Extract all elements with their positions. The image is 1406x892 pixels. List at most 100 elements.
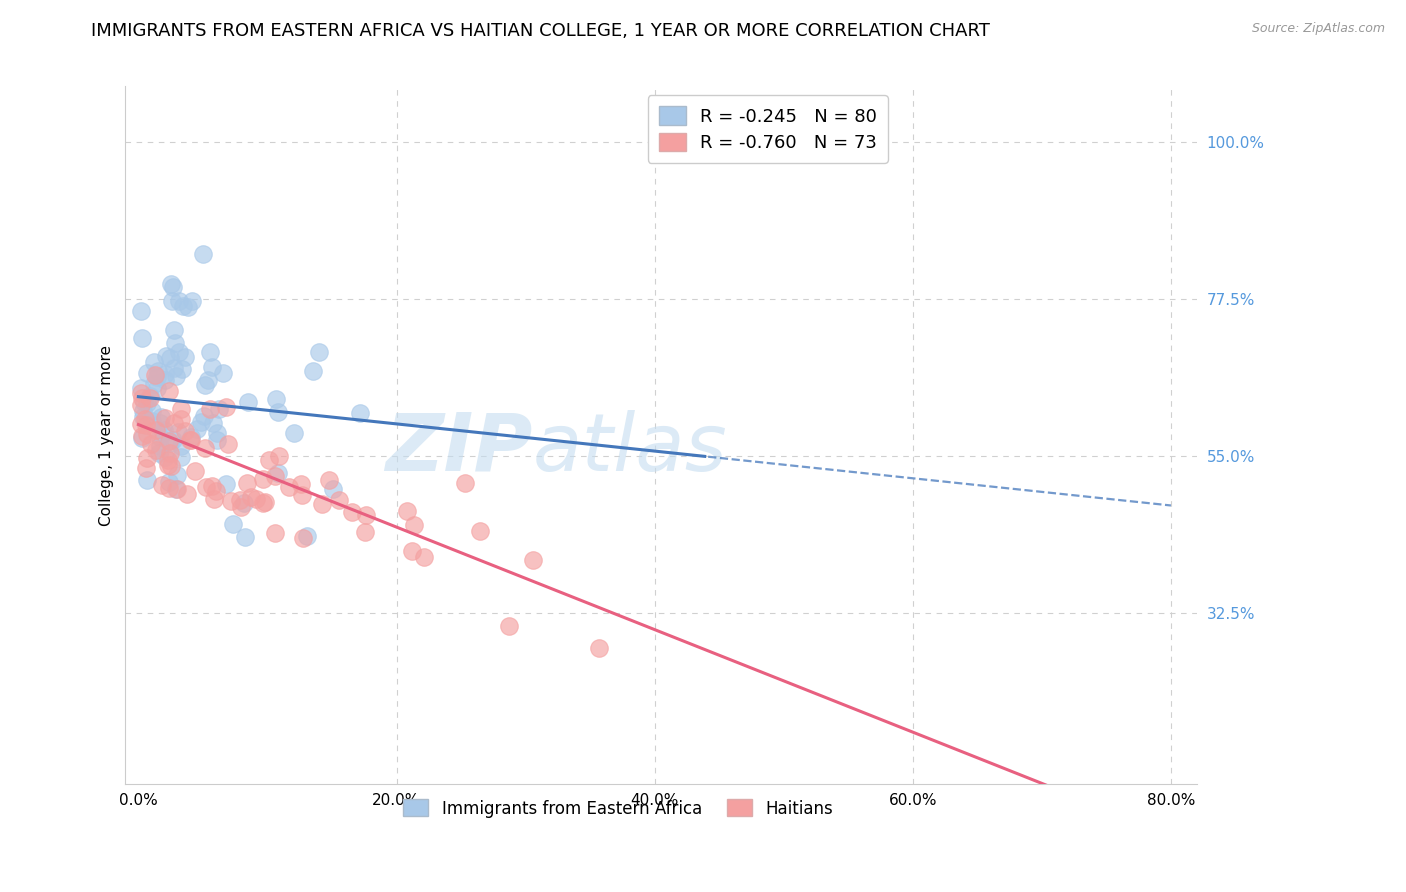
Point xyxy=(301,364,323,378)
Point xyxy=(170,450,193,465)
Point xyxy=(170,401,193,416)
Point xyxy=(205,433,228,447)
Point xyxy=(167,294,190,309)
Point xyxy=(252,472,274,486)
Point xyxy=(522,553,544,567)
Legend: Immigrants from Eastern Africa, Haitians: Immigrants from Eastern Africa, Haitians xyxy=(396,793,839,824)
Point xyxy=(267,449,290,463)
Point xyxy=(162,279,184,293)
Point xyxy=(139,392,162,406)
Point xyxy=(163,336,186,351)
Point xyxy=(233,496,256,510)
Point xyxy=(202,491,225,506)
Point xyxy=(236,476,259,491)
Point xyxy=(131,428,153,442)
Point xyxy=(136,473,159,487)
Text: ZIP: ZIP xyxy=(385,410,533,488)
Point xyxy=(160,293,183,308)
Point xyxy=(222,517,245,532)
Point xyxy=(135,450,157,465)
Point xyxy=(165,482,187,496)
Y-axis label: College, 1 year or more: College, 1 year or more xyxy=(100,344,114,525)
Point xyxy=(173,350,195,364)
Point xyxy=(202,417,225,431)
Point xyxy=(308,344,330,359)
Point xyxy=(129,381,152,395)
Point xyxy=(146,364,169,378)
Point xyxy=(245,492,267,507)
Point xyxy=(159,351,181,365)
Point xyxy=(177,301,200,315)
Point xyxy=(155,411,177,425)
Point xyxy=(165,368,187,383)
Point xyxy=(239,490,262,504)
Point xyxy=(252,496,274,510)
Point xyxy=(588,640,610,655)
Point xyxy=(135,460,157,475)
Point xyxy=(145,443,167,458)
Point xyxy=(267,466,290,480)
Point xyxy=(169,412,191,426)
Point xyxy=(236,395,259,409)
Point xyxy=(163,360,186,375)
Point xyxy=(318,474,340,488)
Point xyxy=(157,434,180,449)
Point xyxy=(198,401,221,416)
Point xyxy=(166,482,188,496)
Point xyxy=(194,441,217,455)
Point xyxy=(229,492,252,507)
Point xyxy=(172,299,194,313)
Point xyxy=(155,349,177,363)
Point xyxy=(157,453,180,467)
Text: atlas: atlas xyxy=(533,410,727,488)
Point xyxy=(141,404,163,418)
Point xyxy=(264,526,287,541)
Point xyxy=(290,477,312,491)
Point xyxy=(174,424,197,438)
Text: IMMIGRANTS FROM EASTERN AFRICA VS HAITIAN COLLEGE, 1 YEAR OR MORE CORRELATION CH: IMMIGRANTS FROM EASTERN AFRICA VS HAITIA… xyxy=(91,22,990,40)
Point xyxy=(160,458,183,473)
Point xyxy=(166,468,188,483)
Point xyxy=(235,530,257,544)
Point xyxy=(278,480,301,494)
Point xyxy=(152,423,174,437)
Point xyxy=(194,378,217,392)
Point xyxy=(349,406,371,420)
Point xyxy=(190,415,212,429)
Point xyxy=(186,422,208,436)
Point xyxy=(184,464,207,478)
Point xyxy=(208,401,231,416)
Point xyxy=(395,503,418,517)
Point xyxy=(257,452,280,467)
Point xyxy=(328,493,350,508)
Text: Source: ZipAtlas.com: Source: ZipAtlas.com xyxy=(1251,22,1385,36)
Point xyxy=(266,405,288,419)
Point xyxy=(162,433,184,447)
Point xyxy=(167,345,190,359)
Point xyxy=(135,395,157,409)
Point xyxy=(292,532,315,546)
Point xyxy=(150,410,173,425)
Point xyxy=(291,488,314,502)
Point xyxy=(354,525,377,540)
Point xyxy=(166,425,188,439)
Point xyxy=(146,381,169,395)
Point xyxy=(142,377,165,392)
Point xyxy=(150,478,173,492)
Point xyxy=(205,426,228,441)
Point xyxy=(176,486,198,500)
Point xyxy=(468,524,491,539)
Point xyxy=(152,426,174,441)
Point xyxy=(129,398,152,412)
Point xyxy=(194,480,217,494)
Point xyxy=(135,366,157,380)
Point xyxy=(129,386,152,401)
Point xyxy=(180,430,202,444)
Point xyxy=(264,392,287,406)
Point xyxy=(180,433,202,447)
Point xyxy=(413,550,436,565)
Point xyxy=(311,497,333,511)
Point xyxy=(180,293,202,308)
Point xyxy=(231,500,253,514)
Point xyxy=(191,246,214,260)
